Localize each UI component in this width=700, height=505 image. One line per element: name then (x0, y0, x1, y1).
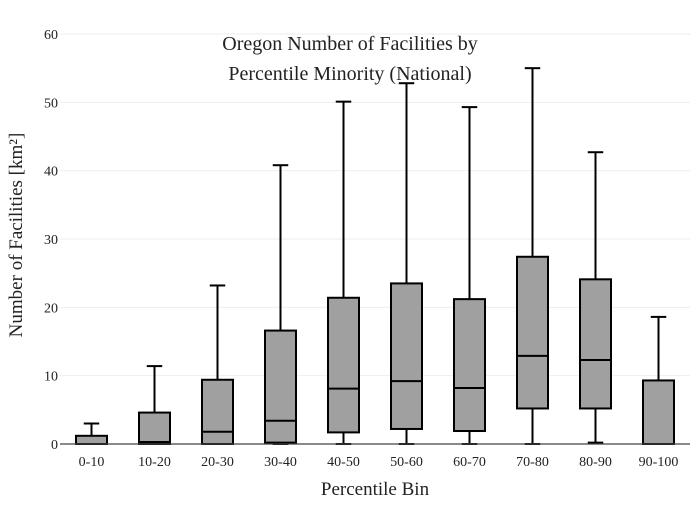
x-tick-label: 80-90 (579, 455, 612, 470)
box-20-30 (201, 284, 234, 445)
y-tick-label: 50 (44, 96, 58, 111)
y-tick-label: 60 (44, 28, 58, 43)
iqr-box (453, 298, 486, 433)
iqr-box (138, 411, 171, 446)
y-tick-label: 0 (51, 438, 58, 453)
label-layer: 0 10 20 30 40 50 60 0-10 10-20 20-30 30-40 40-50 50-… (44, 28, 678, 470)
iqr-box (642, 379, 675, 446)
y-tick-label: 40 (44, 165, 58, 180)
x-tick-label: 10-20 (138, 455, 171, 470)
x-tick-label: 70-80 (516, 455, 549, 470)
chart-title-line-2: Percentile Minority (National) (228, 63, 471, 85)
x-axis-title: Percentile Bin (321, 479, 430, 500)
box-10-20 (138, 365, 171, 446)
box-80-90 (579, 151, 612, 444)
box-70-80 (516, 67, 549, 445)
x-tick-label: 90-100 (639, 455, 679, 470)
box-60-70 (453, 106, 486, 445)
box-layer (75, 67, 675, 446)
iqr-box (579, 278, 612, 410)
x-tick-label: 50-60 (390, 455, 423, 470)
box-40-50 (327, 100, 360, 445)
iqr-box (390, 282, 423, 430)
chart-title-line-1: Oregon Number of Facilities by (222, 33, 478, 55)
y-tick-label: 30 (44, 233, 58, 248)
y-axis-title: Number of Facilities [km²] (6, 133, 27, 338)
x-tick-label: 40-50 (327, 455, 360, 470)
box-30-40 (264, 164, 297, 445)
y-tick-label: 20 (44, 301, 58, 316)
iqr-box (327, 296, 360, 434)
iqr-box (264, 329, 297, 444)
box-0-10 (75, 422, 108, 445)
iqr-box (201, 378, 234, 445)
x-tick-label: 60-70 (453, 455, 486, 470)
x-tick-label: 30-40 (264, 455, 297, 470)
x-tick-label: 0-10 (79, 455, 105, 470)
iqr-box (75, 434, 108, 445)
iqr-box (516, 255, 549, 410)
y-tick-label: 10 (44, 370, 58, 385)
box-50-60 (390, 82, 423, 445)
box-90-100 (642, 315, 675, 446)
x-tick-label: 20-30 (201, 455, 234, 470)
